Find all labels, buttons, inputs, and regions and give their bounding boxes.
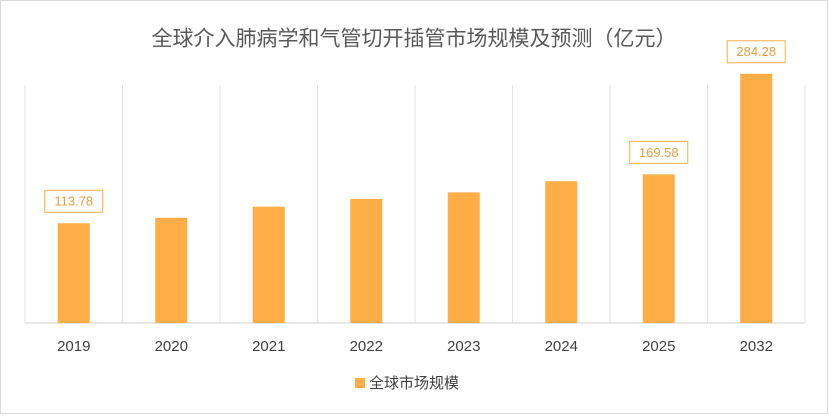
- x-tick-label: 2023: [447, 338, 480, 355]
- bar: [252, 206, 285, 323]
- data-label-box: [726, 40, 786, 64]
- x-tick-label: 2025: [642, 338, 675, 355]
- bar: [155, 217, 188, 323]
- x-tick-label: 2021: [252, 338, 285, 355]
- x-tick-label: 2022: [350, 338, 383, 355]
- legend-swatch: [355, 378, 365, 388]
- x-tick-label: 2019: [57, 338, 90, 355]
- data-label-box: [44, 189, 104, 213]
- x-tick-label: 2020: [155, 338, 188, 355]
- bar: [350, 198, 383, 323]
- x-tick-label: 2032: [740, 338, 773, 355]
- bar: [740, 73, 773, 324]
- bar: [57, 223, 90, 323]
- bar: [447, 192, 480, 323]
- data-label-box: [629, 140, 689, 164]
- chart-title: 全球介入肺病学和气管切开插管市场规模及预测（亿元）: [152, 28, 677, 51]
- data-label: 169.58: [639, 145, 679, 160]
- bar: [545, 181, 578, 323]
- x-tick-label: 2024: [545, 338, 578, 355]
- bar: [642, 174, 675, 323]
- legend-label: 全球市场规模: [369, 374, 459, 392]
- data-label: 113.78: [54, 194, 93, 209]
- data-label: 284.28: [736, 44, 776, 59]
